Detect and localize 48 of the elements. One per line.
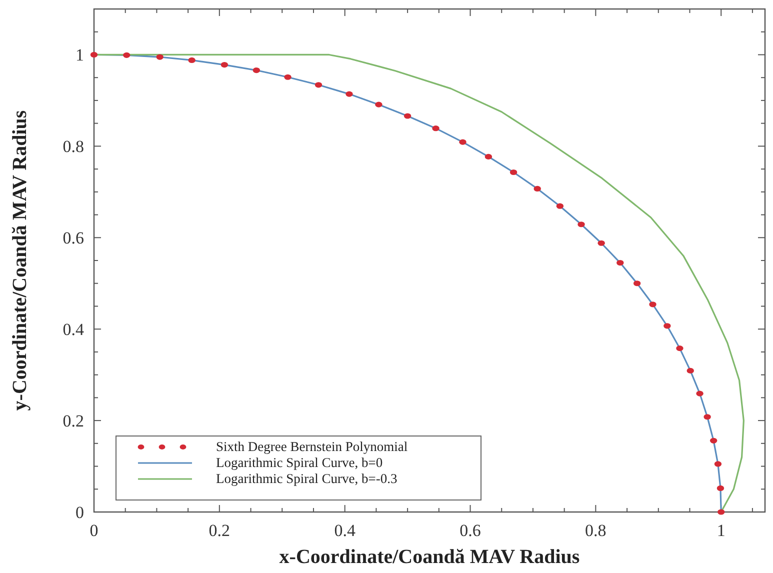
x-axis-title: x-Coordinate/Coandă MAV Radius <box>279 546 580 568</box>
x-tick-label: 1 <box>716 521 726 540</box>
y-tick-label: 1 <box>76 46 84 65</box>
point <box>510 169 518 176</box>
x-tick-label: 0 <box>90 521 98 540</box>
point <box>616 260 624 266</box>
point <box>284 74 292 80</box>
x-tick-label: 0.8 <box>585 521 606 540</box>
point <box>534 186 541 192</box>
point <box>649 302 656 308</box>
y-tick-label: 0.6 <box>62 228 84 248</box>
y-tick-label: 0.2 <box>62 412 84 431</box>
point <box>220 62 228 68</box>
point <box>156 54 164 60</box>
point <box>718 509 725 515</box>
legend-label: Sixth Degree Bernstein Polynomial <box>216 439 408 454</box>
point <box>676 345 684 352</box>
point <box>484 154 492 160</box>
point <box>578 222 585 228</box>
point <box>633 280 641 286</box>
point <box>696 390 704 396</box>
point <box>188 57 196 64</box>
point <box>252 67 260 74</box>
point <box>710 438 718 444</box>
point <box>716 485 724 492</box>
point <box>123 52 130 58</box>
x-tick-label: 0.4 <box>334 521 356 540</box>
point <box>704 414 711 420</box>
point <box>404 113 412 119</box>
point <box>432 126 440 132</box>
x-tick-label: 0.2 <box>208 521 230 540</box>
point <box>375 102 382 108</box>
point <box>459 139 466 145</box>
legend-label: Logarithmic Spiral Curve, b=0 <box>216 455 383 470</box>
x-tick-label: 0.6 <box>460 521 481 540</box>
y-axis-title: y-Coordinate/Coandă MAV Radius <box>9 110 31 411</box>
point <box>714 461 722 467</box>
y-tick-label: 0 <box>76 503 84 522</box>
point <box>598 240 605 246</box>
y-tick-label: 0.8 <box>62 137 84 156</box>
point <box>664 323 671 329</box>
point <box>686 368 694 374</box>
point <box>314 82 322 88</box>
y-tick-label: 0.4 <box>62 320 84 340</box>
point <box>90 52 98 58</box>
point <box>556 203 564 209</box>
legend-label: Logarithmic Spiral Curve, b=-0.3 <box>216 471 398 486</box>
point <box>346 91 353 97</box>
